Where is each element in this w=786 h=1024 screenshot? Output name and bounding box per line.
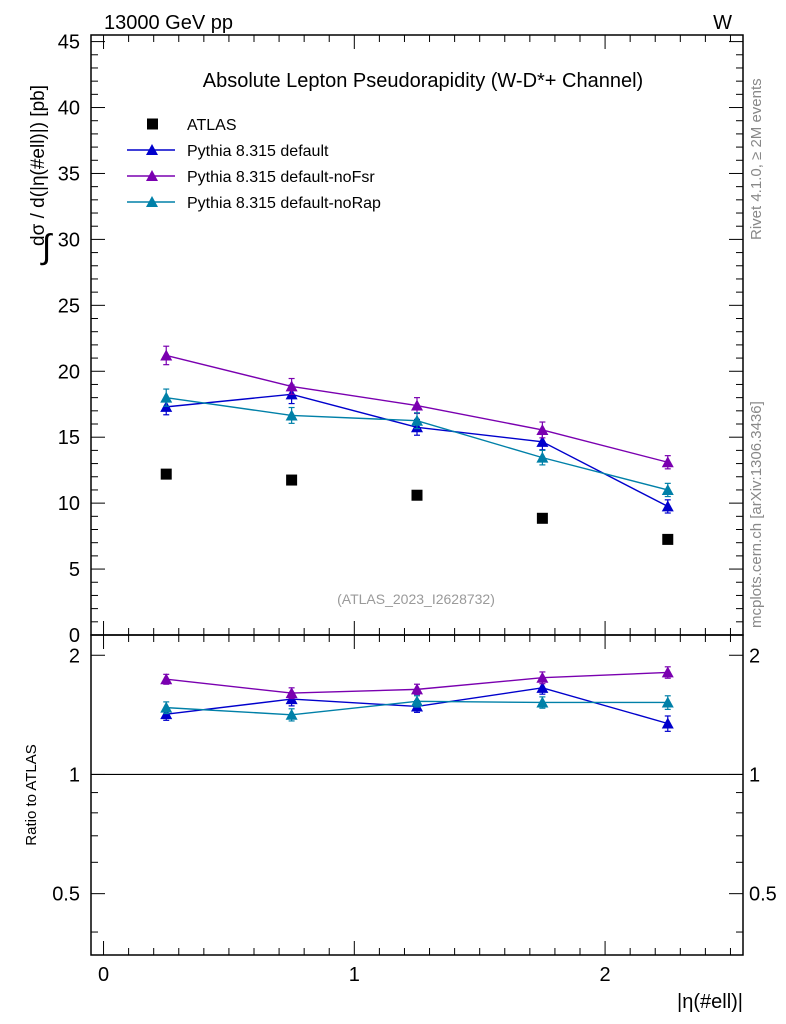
data-point: [661, 483, 674, 495]
ratio-data-point: [536, 696, 549, 708]
legend-label: Pythia 8.315 default: [187, 143, 329, 160]
ratio-data-point: [285, 708, 298, 720]
y-tick-label: 15: [58, 427, 80, 449]
ratio-y-tick-label-right: 1: [749, 764, 760, 786]
legend-marker: [147, 118, 158, 130]
data-point: [662, 533, 674, 545]
ratio-ticks: 0.5 0.5 1 1 2 2 0 1 2: [52, 635, 777, 986]
ratio-panel: 0.5 0.5 1 1 2 2 0 1 2: [52, 634, 777, 986]
data-point: [411, 414, 423, 426]
x-tick-label: 1: [349, 964, 360, 986]
data-point: [536, 435, 549, 447]
ratio-y-tick-label: 2: [69, 645, 80, 667]
main-ticks: 0 5 10 15 20 25 30 35 40 45: [58, 32, 743, 647]
ratio-y-tick-label-right: 2: [749, 645, 760, 667]
ratio-frame: [90, 634, 744, 956]
legend-label: ATLAS: [187, 117, 237, 134]
y-axis-label: dσ / d(|η(#ell)|) [pb]: [28, 85, 49, 246]
header-right: W: [713, 12, 732, 34]
legend-label: Pythia 8.315 default-noRap: [187, 195, 381, 212]
data-point: [160, 391, 173, 403]
x-tick-label: 0: [98, 964, 109, 986]
y-tick-label: 40: [58, 98, 80, 120]
ratio-y-tick-label: 0.5: [52, 884, 80, 906]
chart-title: Absolute Lepton Pseudorapidity (W-D*+ Ch…: [203, 70, 643, 92]
data-point: [536, 451, 549, 463]
analysis-watermark: (ATLAS_2023_I2628732): [337, 591, 495, 607]
ratio-series-2: [160, 695, 674, 722]
ratio-data-point: [661, 666, 674, 678]
legend-marker: [146, 196, 158, 207]
legend-item: Pythia 8.315 default: [127, 143, 329, 160]
mcplots-label: mcplots.cern.ch [arXiv:1306.3436]: [748, 401, 765, 628]
ratio-data-point: [411, 695, 423, 707]
data-point: [536, 512, 548, 524]
data-point: [661, 500, 674, 512]
ratio-data-point: [661, 717, 674, 729]
x-tick-label: 2: [600, 964, 611, 986]
main-data-marks: [160, 345, 674, 545]
ratio-data-point: [536, 681, 549, 693]
y-tick-label: 20: [58, 361, 80, 383]
legend-item: ATLAS: [147, 117, 237, 134]
legend-item: Pythia 8.315 default-noRap: [127, 195, 381, 212]
legend-item: Pythia 8.315 default-noFsr: [127, 169, 375, 186]
ratio-data-point: [285, 687, 298, 699]
legend-marker: [146, 144, 158, 155]
data-point: [286, 474, 298, 486]
y-tick-label: 35: [58, 163, 80, 185]
ratio-data-point: [160, 701, 173, 713]
legend-label: Pythia 8.315 default-noFsr: [187, 169, 375, 186]
rivet-label: Rivet 4.1.0, ≥ 2M events: [748, 78, 765, 240]
data-point: [411, 489, 423, 501]
x-axis-label: |η(#ell)|: [677, 991, 743, 1013]
y-tick-label: 0: [69, 625, 80, 647]
y-axis-integral: ∫: [40, 228, 53, 266]
ratio-y-label: Ratio to ATLAS: [23, 744, 40, 845]
series-2: [160, 345, 674, 470]
y-tick-label: 30: [58, 229, 80, 251]
y-tick-label: 10: [58, 493, 80, 515]
data-point: [536, 423, 549, 435]
ratio-data-marks: [160, 666, 674, 732]
data-point: [160, 468, 172, 480]
ratio-data-point: [661, 696, 674, 708]
data-point: [285, 409, 298, 421]
data-point: [411, 399, 423, 411]
y-tick-label: 45: [58, 32, 80, 54]
y-tick-label: 25: [58, 295, 80, 317]
y-tick-label: 5: [69, 559, 80, 581]
ratio-y-tick-label-right: 0.5: [749, 884, 777, 906]
ratio-series-1: [160, 666, 674, 700]
header-left: 13000 GeV pp: [104, 12, 233, 34]
ratio-y-tick-label: 1: [69, 764, 80, 786]
ratio-data-point: [160, 673, 173, 685]
series-0: [160, 468, 674, 545]
data-point: [661, 456, 674, 468]
legend-marker: [146, 170, 158, 181]
ratio-data-point: [411, 683, 423, 695]
ratio-data-point: [536, 671, 549, 683]
series-3: [160, 388, 674, 498]
main-panel: 0 5 10 15 20 25 30 35 40 45 Absolute Lepton Pseud…: [58, 32, 744, 647]
legend: ATLAS Pythia 8.315 default Pythia 8.315 de…: [127, 117, 381, 212]
data-point: [285, 380, 298, 392]
data-point: [160, 349, 173, 361]
